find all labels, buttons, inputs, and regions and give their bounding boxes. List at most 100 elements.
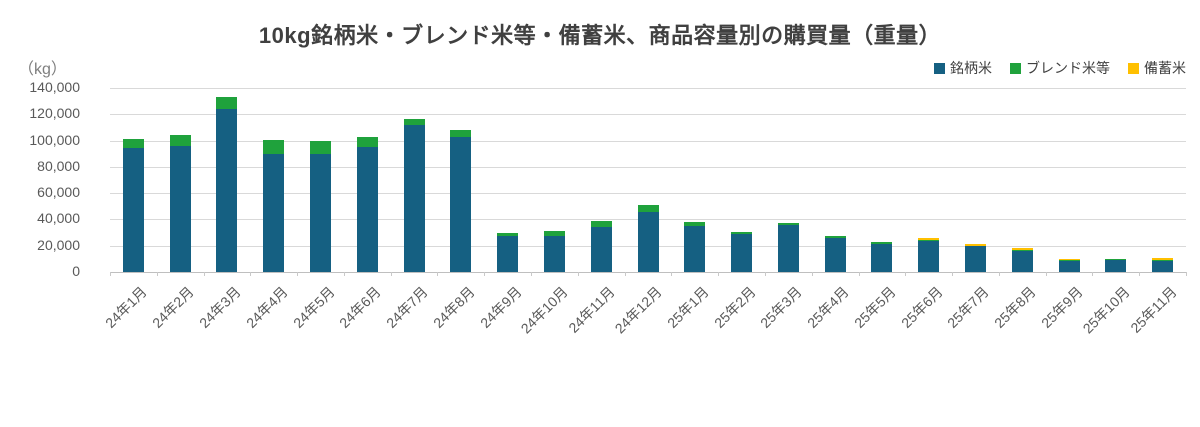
gridline-y-80000 bbox=[110, 166, 1186, 168]
bar-segment-銘柄米-24年7月 bbox=[403, 124, 425, 272]
x-axis-tick bbox=[718, 272, 720, 276]
x-axis-tick bbox=[531, 272, 533, 276]
bar-segment-銘柄米-25年9月 bbox=[1058, 260, 1080, 272]
y-tick-label: 140,000 bbox=[29, 79, 80, 95]
y-tick-label: 0 bbox=[72, 263, 80, 279]
bar-segment-銘柄米-25年11月 bbox=[1152, 260, 1174, 272]
bar-segment-ブレンド米等-24年3月 bbox=[216, 96, 238, 110]
bar-segment-ブレンド米等-24年8月 bbox=[450, 130, 472, 137]
bar-segment-備蓄米-25年6月 bbox=[918, 237, 940, 240]
legend-item-ブレンド米等: ブレンド米等 bbox=[1010, 58, 1110, 78]
bar-segment-銘柄米-25年5月 bbox=[871, 243, 893, 272]
bar-segment-銘柄米-24年1月 bbox=[122, 148, 144, 272]
x-axis-tick bbox=[577, 272, 579, 276]
bar-segment-銘柄米-25年6月 bbox=[918, 240, 940, 272]
bar-segment-ブレンド米等-25年5月 bbox=[871, 241, 893, 244]
bar-segment-ブレンド米等-25年3月 bbox=[777, 223, 799, 226]
bar-segment-銘柄米-25年3月 bbox=[777, 225, 799, 272]
bar-segment-ブレンド米等-25年10月 bbox=[1105, 259, 1127, 261]
x-axis-tick bbox=[811, 272, 813, 276]
bar-segment-備蓄米-25年8月 bbox=[1011, 247, 1033, 250]
legend-swatch-icon bbox=[1010, 62, 1021, 74]
x-axis-tick bbox=[905, 272, 907, 276]
bar-segment-銘柄米-24年2月 bbox=[169, 145, 191, 272]
bar-segment-銘柄米-24年4月 bbox=[263, 153, 285, 272]
x-axis-tick bbox=[437, 272, 439, 276]
bar-segment-備蓄米-25年7月 bbox=[964, 244, 986, 246]
x-axis-tick bbox=[624, 272, 626, 276]
legend-swatch-icon bbox=[934, 62, 945, 74]
y-tick-label: 120,000 bbox=[29, 105, 80, 122]
bar-segment-備蓄米-25年9月 bbox=[1058, 258, 1080, 261]
y-tick-label: 60,000 bbox=[37, 184, 80, 201]
plot-area: 0 20,000 40,000 60,000 80,000 100,000 120,000 1… bbox=[29, 79, 1187, 279]
bar-segment-銘柄米-24年10月 bbox=[543, 235, 565, 272]
legend-swatch-icon bbox=[1128, 62, 1139, 74]
bar-segment-銘柄米-25年2月 bbox=[731, 233, 753, 272]
bar-segment-銘柄米-25年4月 bbox=[824, 237, 846, 272]
gridline-y-100000 bbox=[110, 140, 1186, 142]
bar-segment-ブレンド米等-24年12月 bbox=[637, 204, 659, 213]
bar-segment-備蓄米-25年11月 bbox=[1152, 258, 1174, 260]
legend-item-備蓄米: 備蓄米 bbox=[1128, 58, 1186, 78]
bar-segment-ブレンド米等-24年4月 bbox=[263, 139, 285, 154]
bar-segment-銘柄米-24年3月 bbox=[216, 109, 238, 272]
bar-segment-銘柄米-25年7月 bbox=[964, 245, 986, 272]
bar-segment-銘柄米-24年5月 bbox=[310, 154, 332, 272]
x-axis-tick bbox=[390, 272, 392, 276]
x-axis-tick bbox=[297, 272, 299, 276]
bar-segment-銘柄米-25年8月 bbox=[1011, 249, 1033, 272]
x-axis-tick bbox=[343, 272, 345, 276]
bar-segment-銘柄米-24年11月 bbox=[590, 226, 612, 272]
bar-segment-ブレンド米等-25年2月 bbox=[731, 231, 753, 234]
y-tick-label: 80,000 bbox=[37, 157, 80, 174]
bar-segment-銘柄米-24年8月 bbox=[450, 136, 472, 272]
gridline-y-0 bbox=[110, 272, 1186, 273]
x-axis-tick bbox=[156, 272, 158, 276]
x-axis-tick bbox=[250, 272, 252, 276]
x-axis-tick bbox=[764, 272, 766, 276]
legend-label: 銘柄米 bbox=[950, 60, 992, 76]
bar-segment-銘柄米-24年12月 bbox=[637, 212, 659, 272]
x-axis-tick bbox=[110, 272, 111, 276]
chart-legend: 銘柄米 ブレンド米等 備蓄米 bbox=[934, 58, 1186, 78]
bar-segment-銘柄米-24年6月 bbox=[356, 147, 378, 272]
bar-segment-銘柄米-25年1月 bbox=[684, 226, 706, 272]
x-axis-tick bbox=[952, 272, 954, 276]
x-axis-tick bbox=[1186, 272, 1187, 276]
bar-segment-ブレンド米等-24年5月 bbox=[310, 141, 332, 155]
gridline-y-120000 bbox=[110, 114, 1186, 116]
bar-segment-ブレンド米等-25年1月 bbox=[684, 221, 706, 226]
bar-segment-ブレンド米等-24年2月 bbox=[169, 134, 191, 146]
y-tick-label: 100,000 bbox=[29, 131, 80, 148]
bar-segment-ブレンド米等-25年4月 bbox=[824, 235, 846, 238]
bar-segment-ブレンド米等-24年9月 bbox=[497, 233, 519, 236]
chart-title: 10kg銘柄米・ブレンド米等・備蓄米、商品容量別の購買量（重量） bbox=[258, 23, 942, 48]
x-axis-tick bbox=[484, 272, 486, 276]
gridline-y-60000 bbox=[110, 193, 1186, 195]
bar-segment-ブレンド米等-24年7月 bbox=[403, 118, 425, 125]
x-axis-tick bbox=[1045, 272, 1047, 276]
x-axis-tick bbox=[1092, 272, 1094, 276]
x-axis-tick bbox=[858, 272, 860, 276]
legend-item-銘柄米: 銘柄米 bbox=[934, 58, 992, 78]
bar-segment-ブレンド米等-25年11月 bbox=[1152, 259, 1174, 261]
x-axis-tick bbox=[998, 272, 1000, 276]
gridline-y-140000 bbox=[110, 88, 1186, 89]
legend-label: 備蓄米 bbox=[1144, 60, 1186, 76]
bar-segment-ブレンド米等-24年1月 bbox=[122, 138, 144, 149]
bar-segment-ブレンド米等-25年6月 bbox=[918, 239, 940, 241]
x-axis-tick bbox=[1139, 272, 1141, 276]
legend-label: ブレンド米等 bbox=[1026, 60, 1110, 76]
bar-segment-銘柄米-25年10月 bbox=[1105, 260, 1127, 272]
y-tick-label: 20,000 bbox=[37, 236, 80, 253]
bar-segment-ブレンド米等-24年6月 bbox=[356, 137, 378, 148]
bar-segment-ブレンド米等-24年10月 bbox=[543, 230, 565, 236]
x-axis-tick bbox=[203, 272, 205, 276]
x-axis-tick bbox=[671, 272, 673, 276]
bar-segment-ブレンド米等-24年11月 bbox=[590, 221, 612, 227]
y-axis-unit-label: （kg） bbox=[18, 61, 67, 78]
y-tick-label: 40,000 bbox=[37, 210, 80, 227]
bar-segment-銘柄米-24年9月 bbox=[497, 235, 519, 272]
